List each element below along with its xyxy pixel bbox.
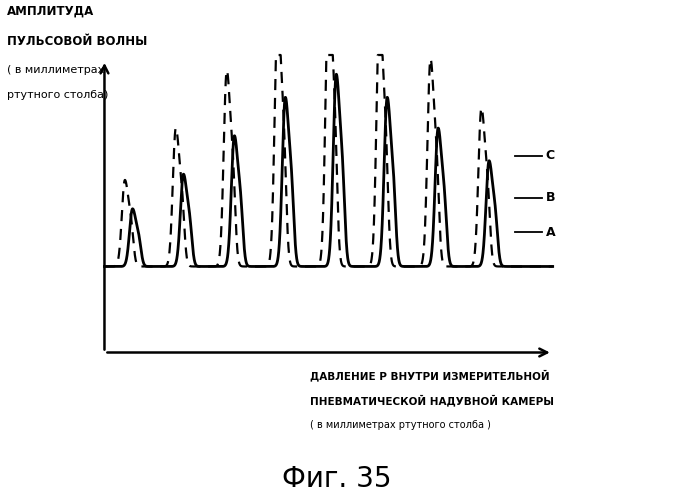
Text: Фиг. 35: Фиг. 35 bbox=[282, 465, 392, 493]
Text: АМПЛИТУДА: АМПЛИТУДА bbox=[7, 5, 94, 18]
Text: C: C bbox=[545, 149, 555, 162]
Text: ПУЛЬСОВОЙ ВОЛНЫ: ПУЛЬСОВОЙ ВОЛНЫ bbox=[7, 35, 147, 48]
Text: A: A bbox=[545, 226, 555, 238]
Text: ДАВЛЕНИЕ P ВНУТРИ ИЗМЕРИТЕЛЬНОЙ: ДАВЛЕНИЕ P ВНУТРИ ИЗМЕРИТЕЛЬНОЙ bbox=[310, 370, 550, 382]
Text: B: B bbox=[545, 191, 555, 204]
Text: ртутного столба): ртутного столба) bbox=[7, 90, 108, 100]
Text: ПНЕВМАТИЧЕСКОЙ НАДУВНОЙ КАМЕРЫ: ПНЕВМАТИЧЕСКОЙ НАДУВНОЙ КАМЕРЫ bbox=[310, 395, 554, 406]
Text: ( в миллиметрах ртутного столба ): ( в миллиметрах ртутного столба ) bbox=[310, 420, 491, 430]
Text: ( в миллиметрах: ( в миллиметрах bbox=[7, 65, 104, 75]
